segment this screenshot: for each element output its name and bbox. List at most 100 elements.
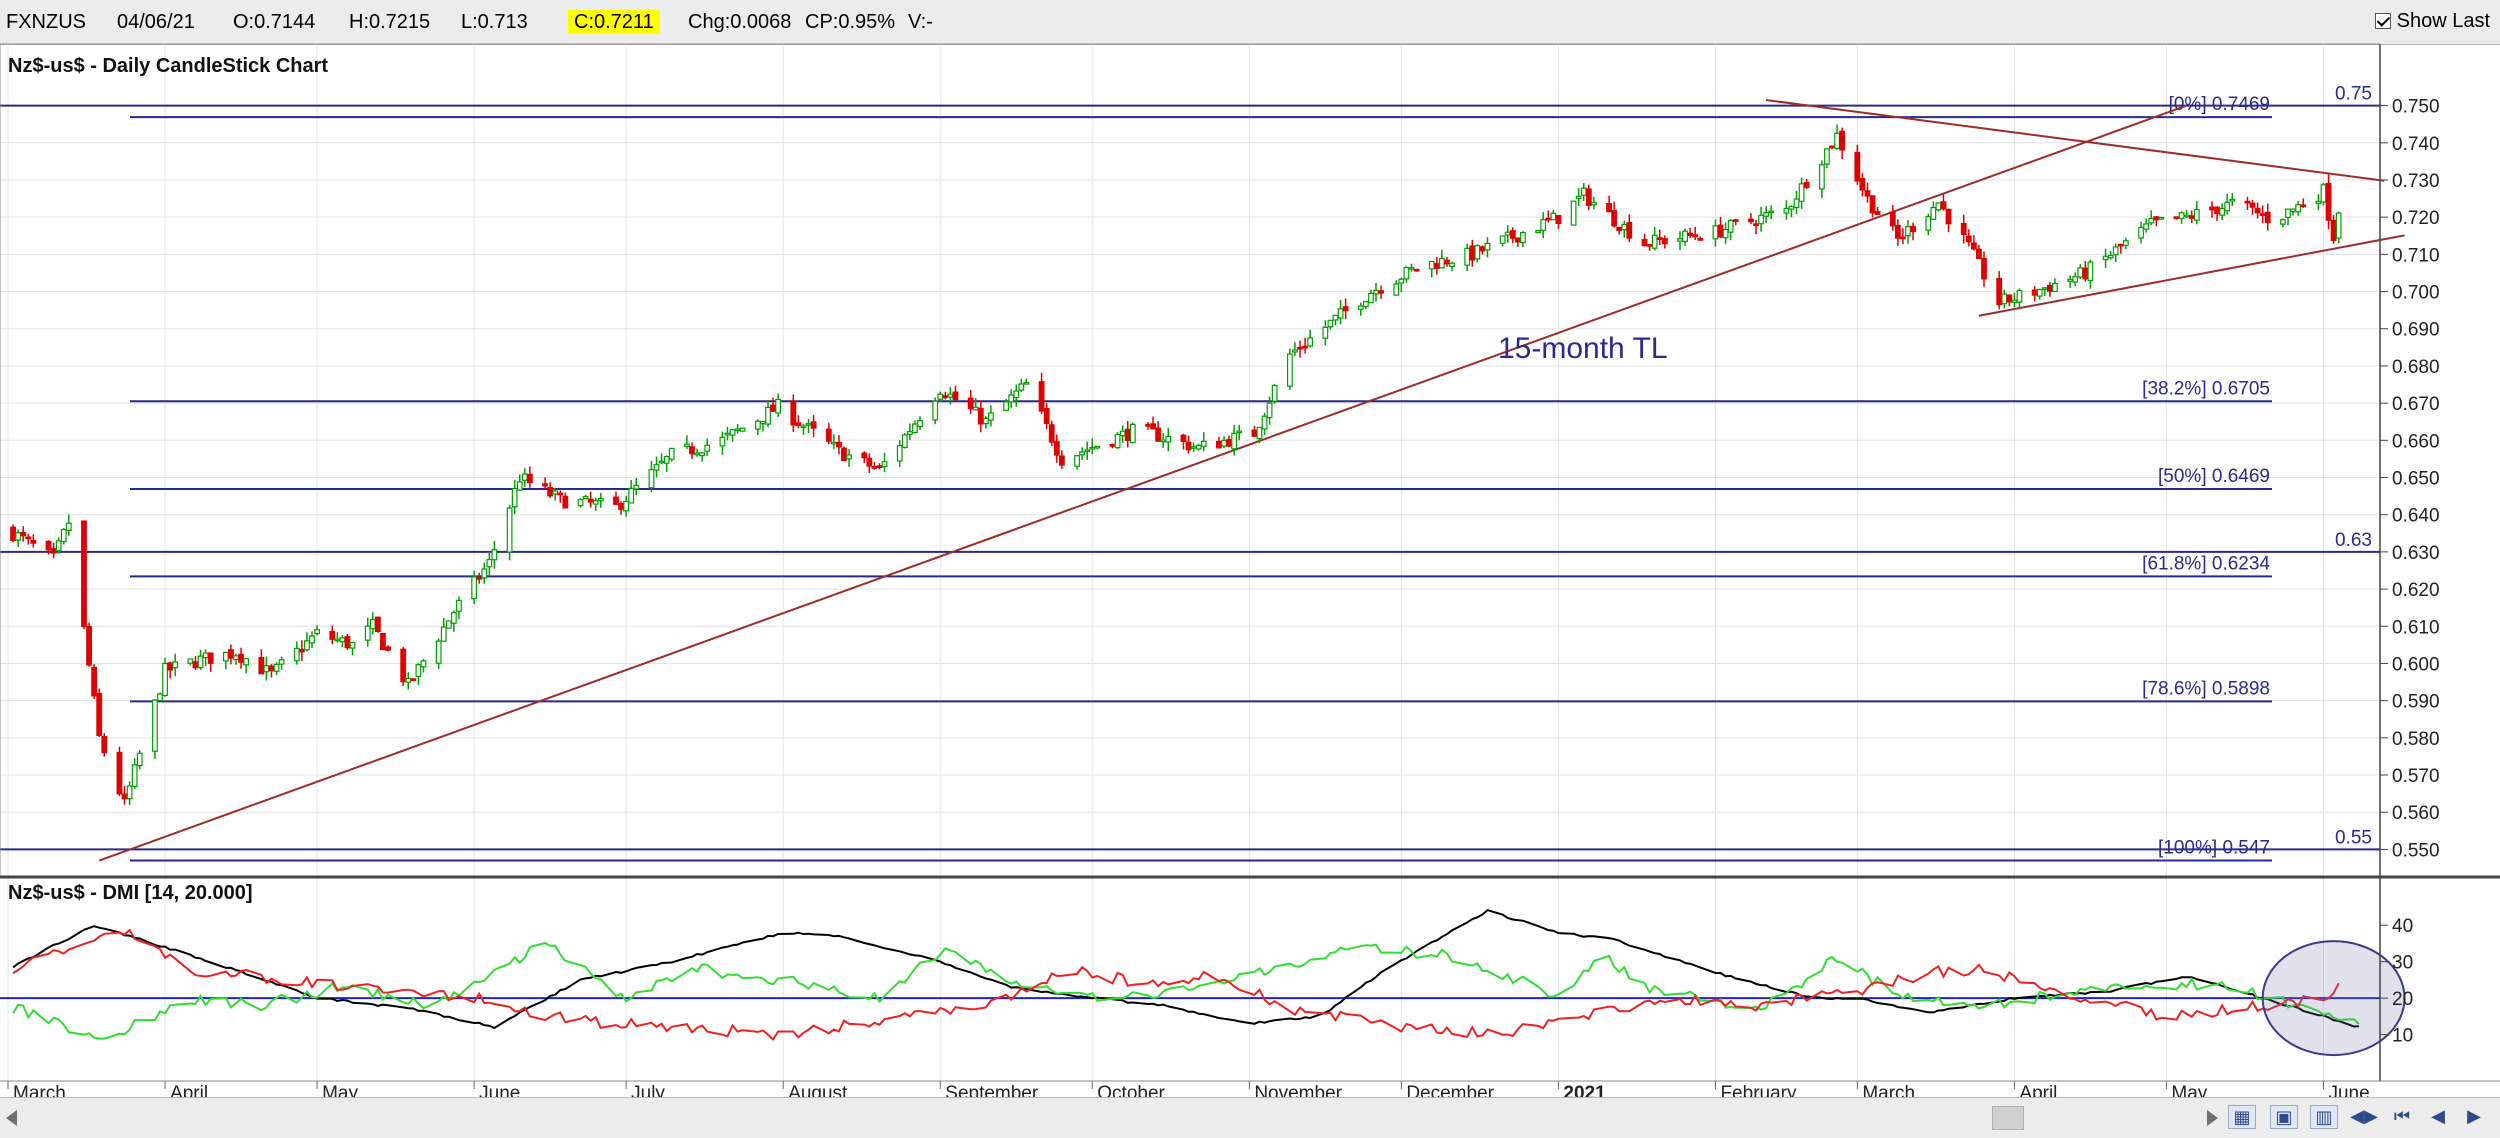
candle-up bbox=[491, 549, 498, 561]
candle-up bbox=[2036, 289, 2043, 297]
candle-down bbox=[1053, 441, 1060, 456]
candle-up bbox=[1484, 242, 1491, 251]
month-label: March bbox=[13, 1083, 66, 1097]
candle-down bbox=[1656, 237, 1663, 240]
candle-up bbox=[1089, 446, 1096, 450]
candle-up bbox=[364, 625, 371, 641]
chart-area[interactable]: 0.75 0.63 0.55 [0%] 0.7469 [38.2%] 0.6705 [50… bbox=[0, 0, 2500, 1097]
low-label: L:0.713 bbox=[461, 11, 528, 33]
price-tick-label: 0.620 bbox=[2392, 580, 2440, 601]
candle-down bbox=[770, 404, 776, 412]
candle-down bbox=[942, 395, 949, 399]
candle-down bbox=[1216, 440, 1222, 449]
candle-up bbox=[222, 651, 229, 662]
candle-up bbox=[1464, 247, 1471, 266]
candle-up bbox=[1362, 301, 1369, 308]
candle-up bbox=[197, 655, 204, 669]
candle-down bbox=[1469, 245, 1476, 261]
expand-horizontal-icon[interactable]: ◀▶ bbox=[2350, 1106, 2378, 1127]
zoom-icon[interactable]: ▣ bbox=[2270, 1105, 2298, 1129]
candles bbox=[10, 124, 2342, 806]
candle-down bbox=[795, 422, 802, 427]
candle-up bbox=[1165, 435, 1172, 443]
candle-up bbox=[202, 652, 209, 659]
candle-down bbox=[618, 503, 624, 510]
candle-up bbox=[2107, 254, 2114, 259]
candle-up bbox=[658, 460, 665, 464]
candle-down bbox=[1646, 244, 1653, 247]
candle-up bbox=[2295, 204, 2302, 213]
date-label: 04/06/21 bbox=[117, 11, 195, 33]
show-last-checkbox[interactable] bbox=[2374, 13, 2391, 29]
candle-up bbox=[1231, 432, 1238, 450]
candle-up bbox=[1449, 262, 1455, 267]
candle-up bbox=[521, 473, 528, 481]
candle-down bbox=[1894, 225, 1901, 239]
scroll-thumb[interactable] bbox=[1992, 1106, 2024, 1130]
candle-up bbox=[694, 452, 700, 456]
candle-down bbox=[1859, 178, 1866, 191]
close-label: C:0.7211 bbox=[568, 10, 660, 34]
candle-down bbox=[861, 452, 868, 459]
candle-up bbox=[1368, 292, 1374, 304]
price-tick-label: 0.740 bbox=[2392, 134, 2440, 155]
candle-up bbox=[2072, 276, 2079, 283]
candle-down bbox=[238, 653, 244, 663]
candle-down bbox=[876, 465, 883, 469]
step-forward-icon[interactable]: ▶ bbox=[2467, 1106, 2481, 1127]
candle-up bbox=[1535, 229, 1542, 234]
step-back-icon[interactable]: ◀ bbox=[2431, 1106, 2445, 1127]
candle-down bbox=[2173, 216, 2180, 220]
candle-down bbox=[1302, 345, 1308, 349]
candle-down bbox=[20, 531, 27, 537]
candle-down bbox=[1869, 195, 1876, 214]
candle-up bbox=[1651, 234, 1658, 249]
candle-down bbox=[825, 428, 832, 442]
fib-level-label: [78.6%] 0.5898 bbox=[2142, 678, 2270, 699]
candle-down bbox=[207, 652, 214, 664]
candle-up bbox=[1788, 206, 1795, 210]
candle-up bbox=[1373, 289, 1379, 295]
scroll-left-arrow[interactable] bbox=[6, 1110, 17, 1126]
month-label: June bbox=[479, 1083, 520, 1097]
candle-up bbox=[1327, 319, 1334, 328]
bar-style-icon[interactable]: ▥ bbox=[2310, 1105, 2338, 1129]
candle-up bbox=[1763, 211, 1770, 217]
candle-down bbox=[228, 649, 234, 659]
candle-down bbox=[50, 548, 57, 554]
candle-up bbox=[754, 420, 761, 430]
candle-up bbox=[800, 425, 807, 429]
scroll-right-arrow[interactable] bbox=[2207, 1110, 2218, 1126]
horizontal-levels: 0.75 0.63 0.55 [0%] 0.7469 [38.2%] 0.6705 [50… bbox=[0, 84, 2380, 862]
candle-up bbox=[415, 664, 422, 677]
key-level-label: 0.75 bbox=[2335, 84, 2372, 105]
candle-up bbox=[1398, 278, 1405, 284]
candle-up bbox=[628, 487, 635, 504]
candle-down bbox=[547, 487, 554, 497]
candle-up bbox=[775, 398, 782, 414]
candle-down bbox=[2082, 267, 2089, 280]
candle-up bbox=[1008, 394, 1015, 403]
candle-up bbox=[1119, 430, 1126, 437]
candle-down bbox=[374, 616, 381, 633]
candle-down bbox=[587, 498, 594, 503]
dmi-tick-label: 40 bbox=[2392, 916, 2413, 937]
price-tick-label: 0.710 bbox=[2392, 245, 2440, 266]
candle-up bbox=[126, 785, 133, 800]
candle-down bbox=[1150, 423, 1156, 430]
fib-level-label: [50%] 0.6469 bbox=[2158, 466, 2270, 487]
time-scrollbar[interactable]: ▦ ▣ ▥ ◀▶ ⏮ ◀ ▶ bbox=[0, 1097, 2500, 1138]
candle-up bbox=[2285, 208, 2291, 218]
candle-down bbox=[2330, 219, 2337, 241]
candle-down bbox=[1048, 424, 1055, 443]
dmi-circle-annotation bbox=[2261, 940, 2406, 1057]
candle-down bbox=[2264, 211, 2271, 224]
fib-level-label: [61.8%] 0.6234 bbox=[2142, 553, 2270, 574]
candle-up bbox=[1621, 223, 1628, 231]
show-last-toggle[interactable]: Show Last bbox=[2374, 9, 2490, 33]
go-first-icon[interactable]: ⏮ bbox=[2393, 1106, 2411, 1127]
candle-down bbox=[1940, 201, 1947, 210]
candle-down bbox=[790, 400, 797, 426]
chart-settings-icon[interactable]: ▦ bbox=[2228, 1105, 2256, 1129]
candle-up bbox=[2122, 240, 2129, 246]
